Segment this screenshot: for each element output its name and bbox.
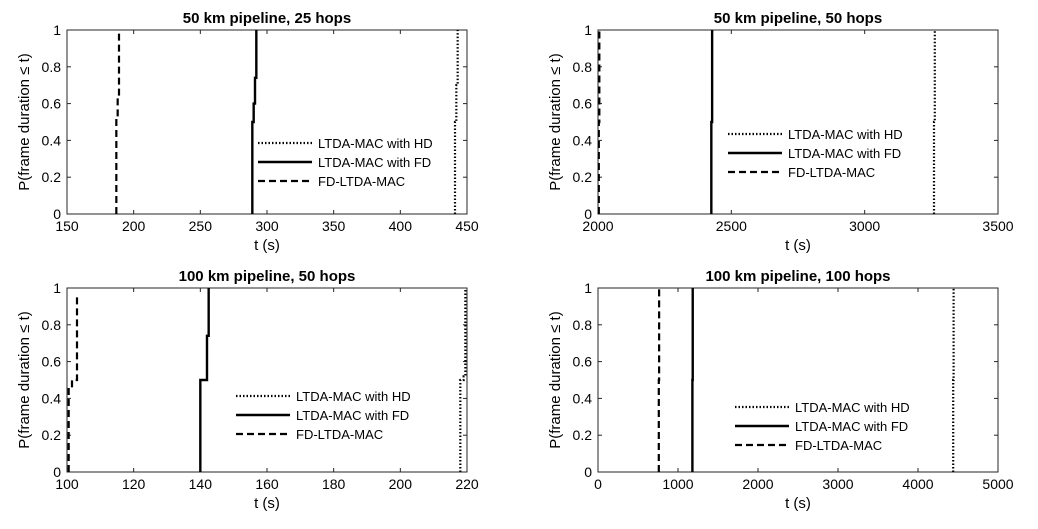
chart-panel-4: 100 km pipeline, 100 hops 0 1000 2000 3000 40… (547, 268, 1014, 512)
y-tick-label: 1 (53, 280, 61, 296)
x-tick-label: 140 (189, 476, 213, 492)
chart-title: 100 km pipeline, 100 hops (705, 268, 890, 285)
y-axis-label: P(frame duration ≤ t) (16, 311, 33, 448)
legend-label: LTDA-MAC with FD (318, 155, 431, 170)
x-tick-label: 120 (122, 476, 146, 492)
x-tick-label: 220 (455, 476, 479, 492)
x-tick-label: 0 (594, 476, 602, 492)
x-tick-label: 5000 (982, 476, 1013, 492)
x-tick-label: 250 (189, 218, 213, 234)
y-axis-label: P(frame duration ≤ t) (16, 53, 33, 190)
y-tick-label: 0.8 (42, 59, 62, 75)
y-tick-label: 0.4 (42, 132, 62, 148)
y-tick-label: 0.4 (573, 132, 593, 148)
y-tick-label: 0.2 (42, 169, 62, 185)
legend-label: FD-LTDA-MAC (788, 165, 875, 180)
y-tick-label: 0.4 (42, 390, 62, 406)
legend-label: LTDA-MAC with FD (788, 146, 901, 161)
x-axis-label: t (s) (785, 237, 811, 254)
legend-label: LTDA-MAC with HD (296, 389, 411, 404)
legend-label: FD-LTDA-MAC (795, 438, 882, 453)
y-tick-label: 1 (584, 280, 592, 296)
legend-label: LTDA-MAC with HD (795, 400, 910, 415)
x-tick-label: 2500 (716, 218, 747, 234)
series-line-solid (711, 30, 712, 214)
y-tick-label: 0.4 (573, 390, 593, 406)
plot-area (598, 30, 998, 214)
x-tick-label: 2000 (742, 476, 773, 492)
chart-title: 50 km pipeline, 50 hops (714, 10, 882, 27)
y-axis-label: P(frame duration ≤ t) (547, 53, 564, 190)
legend-label: LTDA-MAC with FD (296, 408, 409, 423)
y-tick-label: 0.6 (42, 96, 62, 112)
y-tick-label: 0 (53, 206, 61, 222)
x-tick-label: 200 (389, 476, 413, 492)
x-axis-label: t (s) (254, 495, 280, 512)
plot-area (67, 288, 467, 472)
x-tick-label: 200 (122, 218, 146, 234)
x-tick-label: 3000 (849, 218, 880, 234)
y-tick-label: 0.8 (573, 59, 593, 75)
y-tick-label: 0.6 (42, 354, 62, 370)
x-tick-label: 3500 (982, 218, 1013, 234)
legend-label: LTDA-MAC with HD (318, 136, 433, 151)
plot-area (67, 30, 467, 214)
legend-label: FD-LTDA-MAC (318, 174, 405, 189)
x-tick-label: 180 (322, 476, 346, 492)
y-tick-label: 0.2 (573, 427, 593, 443)
x-tick-label: 1000 (662, 476, 693, 492)
legend-label: LTDA-MAC with HD (788, 127, 903, 142)
x-tick-label: 400 (389, 218, 413, 234)
x-axis-label: t (s) (785, 495, 811, 512)
y-tick-label: 0 (53, 464, 61, 480)
x-tick-label: 160 (255, 476, 279, 492)
y-tick-label: 0.2 (573, 169, 593, 185)
x-axis-label: t (s) (254, 237, 280, 254)
chart-title: 100 km pipeline, 50 hops (179, 268, 356, 285)
chart-title: 50 km pipeline, 25 hops (183, 10, 351, 27)
x-tick-label: 300 (255, 218, 279, 234)
y-axis-label: P(frame duration ≤ t) (547, 311, 564, 448)
legend-label: FD-LTDA-MAC (296, 427, 383, 442)
y-tick-label: 0 (584, 464, 592, 480)
x-tick-label: 3000 (822, 476, 853, 492)
y-tick-label: 0.6 (573, 354, 593, 370)
legend-label: LTDA-MAC with FD (795, 419, 908, 434)
y-tick-label: 0 (584, 206, 592, 222)
series-line-dashed (599, 30, 600, 214)
y-tick-label: 1 (584, 22, 592, 38)
y-tick-label: 0.8 (42, 317, 62, 333)
y-tick-label: 0.6 (573, 96, 593, 112)
x-tick-label: 350 (322, 218, 346, 234)
y-tick-label: 1 (53, 22, 61, 38)
x-tick-label: 4000 (902, 476, 933, 492)
y-tick-label: 0.8 (573, 317, 593, 333)
x-tick-label: 450 (455, 218, 479, 234)
y-tick-label: 0.2 (42, 427, 62, 443)
